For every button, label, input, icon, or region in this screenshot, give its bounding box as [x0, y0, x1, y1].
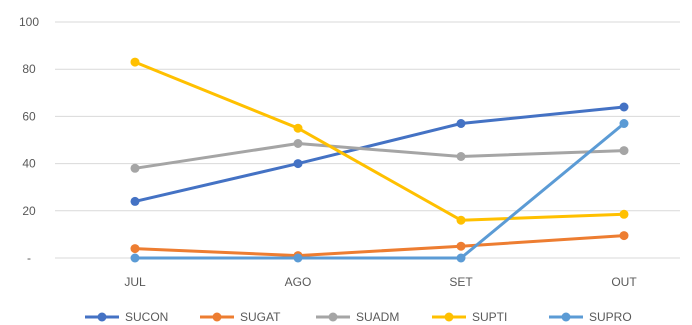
- series-line-suadm: [133, 142, 626, 170]
- data-point-suadm: [619, 146, 629, 156]
- data-point-sucon: [130, 196, 140, 206]
- series-line-sucon: [133, 105, 626, 203]
- legend-swatch-marker: [561, 312, 571, 322]
- y-tick-label: 80: [22, 62, 36, 76]
- y-tick-label: -: [27, 251, 31, 265]
- legend: SUCON SUGAT SUADM SUPTI SUPRO: [85, 310, 632, 324]
- series-lines: [133, 60, 626, 260]
- legend-item-supti: SUPTI: [432, 310, 507, 324]
- data-point-supro: [293, 253, 303, 263]
- data-point-supti: [619, 209, 629, 219]
- data-point-suadm: [456, 152, 466, 161]
- series-line-supti: [133, 60, 626, 222]
- data-point-sucon: [456, 119, 466, 128]
- data-point-supti: [293, 123, 303, 133]
- y-tick-label: 60: [22, 109, 36, 123]
- x-tick-label: AGO: [285, 275, 312, 289]
- y-axis-ticks: - 20 40 60 80 100: [19, 15, 39, 265]
- x-tick-label: OUT: [611, 275, 637, 289]
- legend-item-sucon: SUCON: [85, 310, 168, 324]
- legend-swatch-marker: [97, 312, 107, 322]
- y-tick-label: 40: [22, 157, 36, 171]
- legend-item-sugat: SUGAT: [200, 310, 281, 324]
- legend-label: SUADM: [356, 310, 399, 324]
- series-line-supro: [133, 122, 626, 260]
- data-point-sucon: [619, 102, 629, 112]
- data-point-sugat: [456, 241, 466, 251]
- x-axis-ticks: JUL AGO SET OUT: [124, 275, 637, 289]
- data-point-supti: [130, 57, 140, 67]
- legend-item-supro: SUPRO: [549, 310, 632, 324]
- data-point-supro: [456, 253, 466, 263]
- legend-label: SUPTI: [472, 310, 507, 324]
- data-point-supro: [619, 119, 629, 128]
- legend-label: SUCON: [125, 310, 168, 324]
- data-point-sucon: [293, 159, 303, 169]
- legend-item-suadm: SUADM: [316, 310, 399, 324]
- legend-swatch-marker: [328, 312, 338, 322]
- data-point-suadm: [130, 163, 140, 173]
- x-tick-label: SET: [449, 275, 473, 289]
- data-point-sugat: [619, 231, 629, 241]
- gridlines: [55, 21, 680, 259]
- series-markers: [130, 57, 629, 263]
- data-point-supti: [456, 215, 466, 225]
- data-point-supro: [130, 253, 140, 263]
- legend-label: SUGAT: [240, 310, 281, 324]
- legend-swatch-marker: [444, 312, 454, 322]
- legend-swatch-marker: [212, 312, 222, 322]
- y-tick-label: 20: [22, 204, 36, 218]
- x-tick-label: JUL: [124, 275, 146, 289]
- data-point-sugat: [130, 244, 140, 254]
- data-point-suadm: [293, 139, 303, 148]
- series-line-sugat: [133, 234, 626, 258]
- y-tick-label: 100: [19, 15, 39, 29]
- legend-label: SUPRO: [589, 310, 632, 324]
